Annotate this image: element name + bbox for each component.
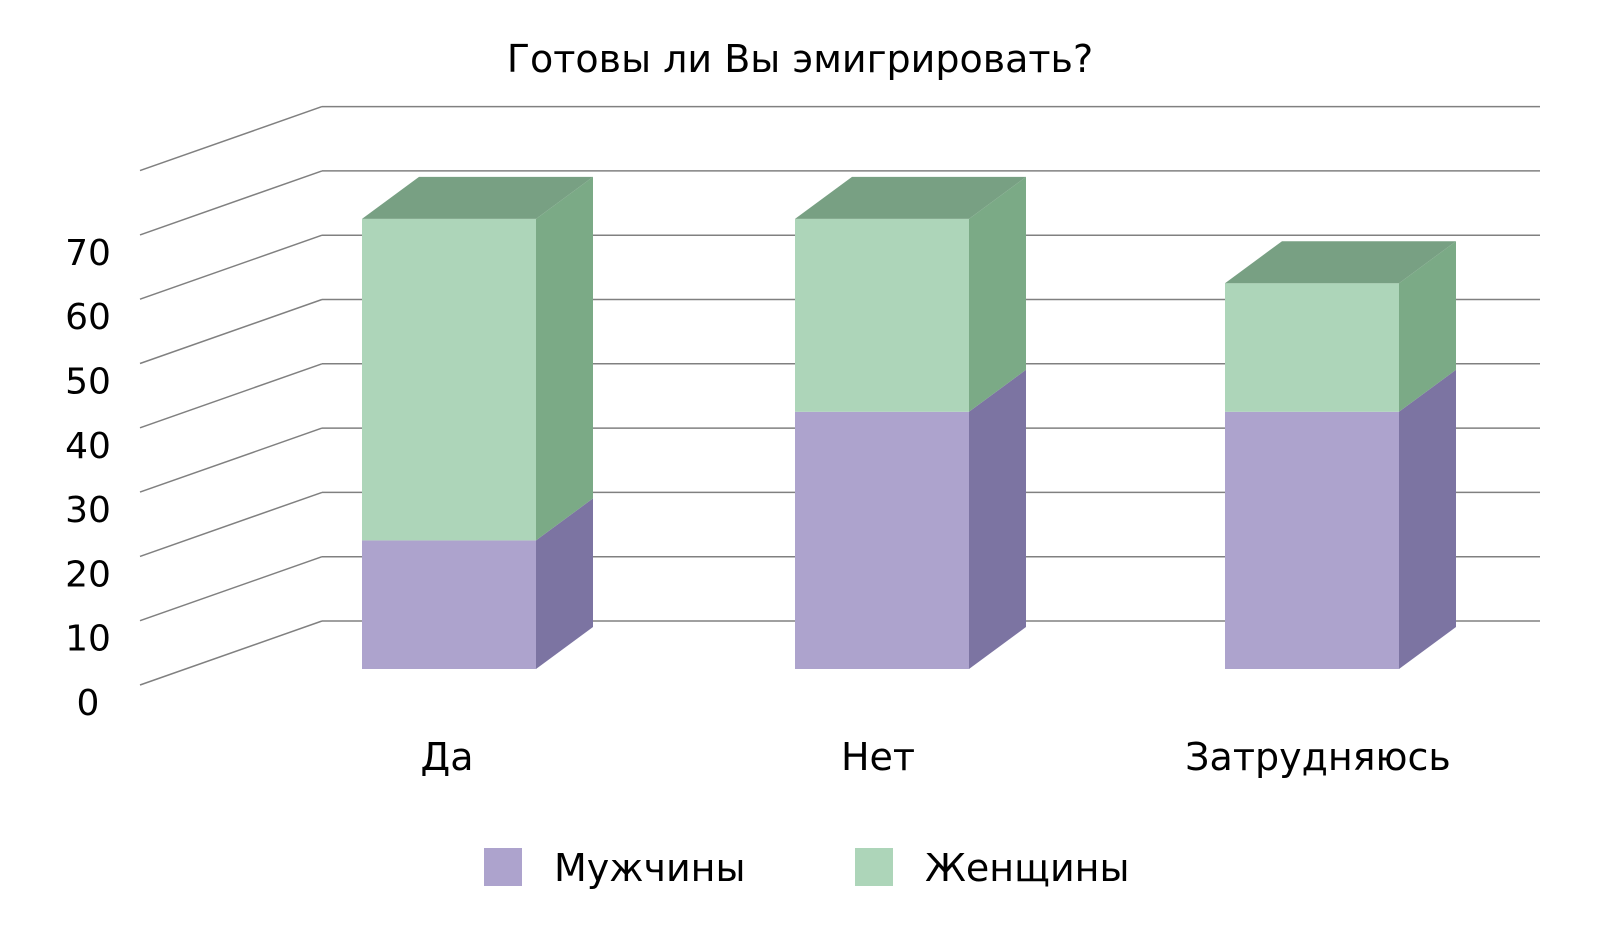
bar-top xyxy=(1225,241,1456,284)
bar-women-2 xyxy=(1225,241,1456,412)
gridline-slant-20 xyxy=(139,491,323,558)
y-tick-label: 10 xyxy=(65,619,111,660)
y-tick-label: 40 xyxy=(65,426,111,467)
bar-top xyxy=(362,176,593,219)
bar-top xyxy=(795,176,1026,219)
legend: Мужчины Женщины xyxy=(484,846,1130,890)
gridline-slant-80 xyxy=(139,105,323,172)
x-category-label: Нет xyxy=(841,735,915,779)
bar-side xyxy=(536,498,593,669)
bar-men-0 xyxy=(362,498,593,669)
bar-men-1 xyxy=(795,369,1026,669)
bars xyxy=(362,176,1456,669)
gridline-slant-40 xyxy=(139,363,323,429)
x-axis: Да Нет Затрудняюсь xyxy=(421,735,1451,779)
bar-side xyxy=(1399,241,1456,412)
bar-side xyxy=(536,176,593,541)
bar-women-0 xyxy=(362,176,593,541)
gridline-slant-10 xyxy=(139,555,323,622)
y-tick-label: 70 xyxy=(65,233,111,274)
bar-front xyxy=(362,218,536,541)
y-tick-label: 50 xyxy=(65,362,111,403)
legend-label: Женщины xyxy=(925,846,1130,890)
bar-side xyxy=(969,369,1026,669)
y-axis: 0 10 20 30 40 50 60 70 xyxy=(65,233,111,724)
legend-label: Мужчины xyxy=(554,846,746,890)
gridline-slant-70 xyxy=(139,170,323,236)
bar-front xyxy=(795,218,969,412)
legend-swatch xyxy=(484,848,522,886)
y-tick-label: 0 xyxy=(77,683,100,724)
bar-front xyxy=(795,411,969,669)
bar-front xyxy=(1225,283,1399,412)
y-tick-label: 20 xyxy=(65,554,111,595)
bar-front xyxy=(1225,411,1399,669)
bar-side xyxy=(969,176,1026,412)
bar-women-1 xyxy=(795,176,1026,412)
y-tick-label: 60 xyxy=(65,297,111,338)
bar-men-2 xyxy=(1225,369,1456,669)
chart-title: Готовы ли Вы эмигрировать? xyxy=(507,37,1093,81)
bar-side xyxy=(1399,369,1456,669)
x-category-label: Затрудняюсь xyxy=(1185,735,1451,779)
bar-front xyxy=(362,540,536,669)
gridline-slant-50 xyxy=(139,298,323,365)
legend-swatch xyxy=(855,848,893,886)
x-category-label: Да xyxy=(421,735,474,779)
gridline-slant-30 xyxy=(139,427,323,493)
y-tick-label: 30 xyxy=(65,490,111,531)
gridline-slant-0 xyxy=(139,620,323,686)
gridline-slant-60 xyxy=(139,234,323,300)
